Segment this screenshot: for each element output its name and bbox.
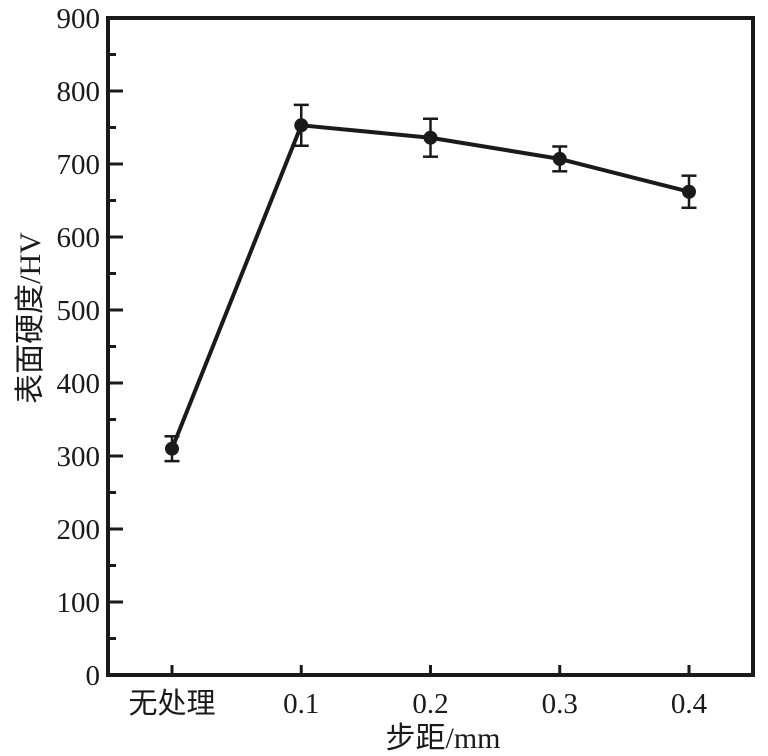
y-tick-label: 500 [57,295,101,327]
plot-layer: 0 100 200 300 400 500 600 700 800 900 无处理 0.1 0.2 0.3… [57,3,755,720]
y-tick-label: 100 [57,587,101,619]
x-tick-label: 0.1 [283,688,319,720]
data-point-marker [552,151,567,166]
y-axis-title: 表面硬度/HV [14,232,47,404]
x-tick-label: 0.2 [412,688,448,720]
y-tick-label: 600 [57,222,101,254]
data-point-marker [165,441,179,456]
data-point-marker [294,118,309,133]
x-axis-title: 步距/mm [385,722,500,755]
plot-frame [106,16,755,677]
x-tick-label: 无处理 [128,687,215,720]
data-point-marker [423,130,438,145]
x-tick-label: 0.3 [542,688,578,720]
y-tick-label: 0 [86,660,101,692]
x-tick-label: 0.4 [671,688,708,720]
y-tick-label: 700 [57,149,101,181]
y-tick-label: 200 [57,514,101,546]
data-line [170,123,691,451]
y-tick-label: 800 [57,76,101,108]
y-tick-label: 400 [57,368,101,400]
y-tick-label: 300 [57,441,101,473]
y-tick-label: 900 [57,3,101,35]
data-point-marker [682,184,696,199]
